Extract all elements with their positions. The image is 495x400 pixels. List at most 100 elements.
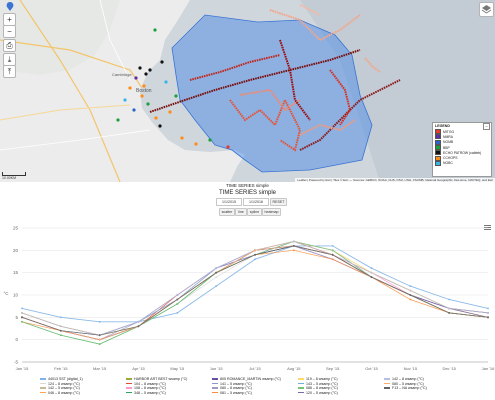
- legend-entry[interactable]: 143 – 5 wsamp (°C): [298, 382, 338, 386]
- spline-button[interactable]: spline: [247, 208, 262, 216]
- legend-entry[interactable]: 081 – 5 wsamp (°C): [212, 391, 252, 395]
- legend-swatch: [212, 391, 218, 394]
- legend-swatch: [40, 378, 46, 380]
- heatmap-button[interactable]: heatmap: [262, 208, 281, 216]
- reset-button[interactable]: RESET: [270, 198, 287, 206]
- map-panel[interactable]: Cambridge Boston + − ⎙ ⤓ ⤒ − LEGEND MITG…: [0, 0, 495, 182]
- hamburger-icon[interactable]: [484, 217, 491, 230]
- legend-label: NOMB: [443, 140, 454, 145]
- place-label-boston: Boston: [136, 88, 152, 94]
- legend-entry[interactable]: 120 – 5 wsamp (°C): [298, 391, 338, 395]
- legend-label: BBP: [443, 145, 450, 150]
- legend-label: 081 – 5 wsamp (°C): [220, 390, 252, 395]
- legend-label: CCHOPS: [443, 156, 458, 161]
- time-series-chart[interactable]: 25 20 15 10 5 0 -5 °C Jan '15 Feb '15 Mar '15 Apr '…: [0, 220, 495, 400]
- legend-entry[interactable]: 348 – 5 wsamp (°C): [126, 391, 166, 395]
- legend-swatch: [126, 387, 132, 389]
- legend-collapse-icon[interactable]: −: [483, 123, 490, 130]
- legend-label: 348 – 5 wsamp (°C): [134, 390, 166, 395]
- data-point: [409, 294, 412, 296]
- legend-label: MITGG: [443, 129, 455, 134]
- data-point: [254, 258, 256, 261]
- legend-label: ECHO PATROW (cableb): [443, 150, 482, 155]
- legend-label: 143 – 5 wsamp (°C): [306, 381, 338, 386]
- legend-entry[interactable]: 046 – 8 wsamp (°C): [40, 391, 80, 395]
- legend-swatch: [435, 134, 441, 140]
- data-point: [98, 334, 101, 337]
- data-point: [215, 285, 218, 287]
- data-point: [176, 311, 179, 314]
- legend-entry[interactable]: 141 – 5 wsamp (°C): [212, 382, 252, 386]
- y-axis-label: °C: [3, 291, 9, 296]
- legend-swatch: [298, 387, 304, 389]
- legend-item: BBP: [435, 145, 489, 151]
- data-point: [448, 311, 451, 314]
- map-scale: 10.00KM: [2, 172, 26, 180]
- series-line: [21, 241, 489, 341]
- chart-legend: 44013 SST (digital_1) 124 – 8 wsamp (°C) 1…: [40, 377, 490, 400]
- chart-svg: 25 20 15 10 5 0 -5 °C Jan '15 Feb '15 Mar '15 Apr '…: [3, 226, 495, 372]
- print-icon[interactable]: ⎙: [3, 39, 16, 52]
- legend-entry[interactable]: 44013 SST (digital_1): [40, 377, 83, 381]
- legend-label: 108 – 8 wsamp (°C): [134, 386, 166, 390]
- legend-entry[interactable]: 080 – 5 wsamp (°C): [384, 382, 424, 386]
- legend-label: 142 – 8 wsamp (°C): [392, 377, 424, 381]
- end-date-input[interactable]: 1/1/2016: [243, 198, 269, 206]
- x-tick-label: Jun '15: [210, 366, 224, 371]
- legend-label: 142 – 5 wsamp (°C): [48, 386, 80, 390]
- data-point: [448, 307, 451, 310]
- legend-entry[interactable]: F13 – NA wsamp (°C): [384, 386, 427, 390]
- legend-entry[interactable]: 080 – 8 wsamp (°C): [212, 386, 252, 390]
- series-line: [21, 241, 489, 341]
- place-label-cambridge: Cambridge: [112, 72, 132, 77]
- map-canvas[interactable]: Cambridge Boston: [0, 0, 495, 182]
- legend-swatch: [212, 382, 218, 385]
- legend-entry[interactable]: 142 – 8 wsamp (°C): [384, 377, 424, 381]
- legend-swatch: [435, 155, 441, 161]
- zoom-out-button[interactable]: −: [3, 25, 16, 38]
- legend-entry[interactable]: HARBOR ART BEST wsamp (°C): [126, 377, 187, 381]
- legend-label: 805 ROMANCE_MARTIN wsamp (°C): [220, 377, 281, 381]
- legend-swatch: [126, 391, 132, 394]
- y-tick-label: 20: [13, 248, 19, 253]
- legend-swatch: [298, 378, 304, 380]
- legend-swatch: [126, 382, 132, 385]
- data-point: [21, 307, 23, 310]
- legend-entry[interactable]: 124 – 8 wsamp (°C): [40, 382, 80, 386]
- x-tick-label: Sep '15: [326, 366, 340, 371]
- legend-entry[interactable]: 805 ROMANCE_MARTIN wsamp (°C): [212, 377, 281, 381]
- legend-entry[interactable]: 104 – 8 wsamp (°C): [126, 382, 166, 386]
- data-point: [98, 343, 101, 346]
- legend-entry[interactable]: 086 – 8 wsamp (°C): [298, 386, 338, 390]
- legend-entry[interactable]: 142 – 5 wsamp (°C): [40, 386, 80, 390]
- legend-entry[interactable]: 119 – 8 wsamp (°C): [298, 377, 338, 381]
- legend-entry[interactable]: 108 – 8 wsamp (°C): [126, 386, 166, 390]
- data-point: [21, 311, 23, 314]
- data-point: [331, 244, 334, 247]
- chart-title: TIME SERIES simple: [218, 190, 276, 196]
- legend-label: F13 – NA wsamp (°C): [392, 386, 427, 390]
- legend-swatch: [298, 391, 304, 394]
- line-button[interactable]: line: [235, 208, 247, 216]
- data-point: [215, 267, 218, 270]
- legend-title: LEGEND: [435, 124, 450, 128]
- upload-icon[interactable]: ⤒: [3, 65, 16, 78]
- map-legend: − LEGEND MITGG NMRA NOMB BBP ECHO PATROW…: [432, 122, 492, 177]
- legend-swatch: [212, 387, 218, 389]
- start-date-input[interactable]: 1/1/2015: [216, 198, 242, 206]
- legend-swatch: [384, 378, 390, 380]
- legend-item: NMRA: [435, 134, 489, 140]
- legend-swatch: [126, 378, 132, 380]
- data-point: [409, 285, 412, 287]
- layers-icon[interactable]: [479, 2, 494, 17]
- legend-label: NMRA: [443, 134, 453, 139]
- legend-swatch: [435, 160, 441, 166]
- legend-swatch: [40, 387, 46, 389]
- data-point: [59, 329, 62, 332]
- download-icon[interactable]: ⤓: [3, 53, 16, 66]
- data-point: [21, 320, 23, 323]
- data-point: [98, 338, 101, 341]
- y-tick-label: 5: [15, 315, 18, 320]
- data-point: [176, 298, 179, 301]
- scatter-button[interactable]: scatter: [219, 208, 235, 216]
